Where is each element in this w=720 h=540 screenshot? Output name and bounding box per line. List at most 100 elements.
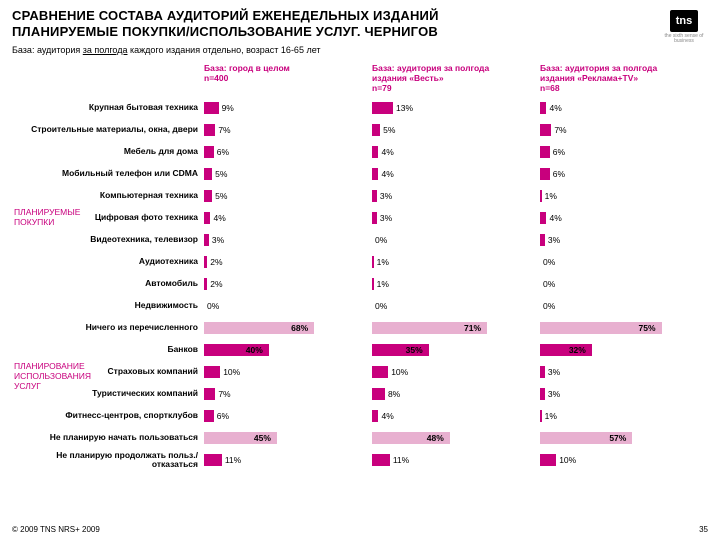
row-cells: 11% 11% 10% (204, 454, 708, 466)
bar-cell: 4% (540, 212, 708, 224)
bar-value: 4% (378, 147, 393, 157)
row-label: Банков (12, 345, 204, 354)
bar-value: 4% (546, 213, 561, 223)
bar-cell: 11% (204, 454, 372, 466)
group-label: ПЛАНИРОВАНИЕ ИСПОЛЬЗОВАНИЯ УСЛУГ (14, 361, 99, 392)
row-label: Крупная бытовая техника (12, 103, 204, 112)
tns-logo-box: tns (670, 10, 698, 32)
bar-value: 5% (212, 169, 227, 179)
bar-cell: 0% (204, 300, 372, 312)
col-header-0: База: город в целом n=400 (204, 63, 372, 98)
bar: 3% (372, 212, 377, 224)
chart-row: Ничего из перечисленного68%71%75% (12, 317, 708, 339)
chart-row: Строительные материалы, окна, двери 7% 5% 7… (12, 119, 708, 141)
bar: 7% (540, 124, 551, 136)
bar-value: 0% (204, 301, 219, 311)
header-spacer (12, 63, 204, 98)
bar: 6% (204, 410, 214, 422)
bar: 11% (372, 454, 390, 466)
row-label: Ничего из перечисленного (12, 323, 204, 332)
col-header-2-l2: издания «Реклама+TV» (540, 73, 638, 83)
bar: 3% (204, 234, 209, 246)
bar-value: 7% (215, 389, 230, 399)
chart-row: Мобильный телефон или CDMA5%4%6% (12, 163, 708, 185)
bar-value: 0% (540, 257, 555, 267)
bar-value: 7% (215, 125, 230, 135)
bar-value: 0% (540, 301, 555, 311)
bar: 5% (204, 168, 212, 180)
bar-cell: 11% (372, 454, 540, 466)
bar-value: 0% (540, 279, 555, 289)
bar-value: 71% (461, 323, 481, 333)
bar-value: 1% (542, 191, 557, 201)
bar-value: 2% (207, 257, 222, 267)
row-label: Строительные материалы, окна, двери (12, 125, 204, 134)
bar: 3% (372, 190, 377, 202)
bar-value: 6% (214, 147, 229, 157)
bar-cell: 35% (372, 344, 540, 356)
chart-row: Не планирую начать пользоваться45%48%57% (12, 427, 708, 449)
bar-cell: 0% (540, 256, 708, 268)
bar: 11% (204, 454, 222, 466)
row-cells: 4%3%4% (204, 212, 708, 224)
bar-value: 6% (550, 169, 565, 179)
bar: 9% (204, 102, 219, 114)
bar-cell: 5% (204, 168, 372, 180)
bar-cell: 10% (372, 366, 540, 378)
bar-value: 3% (545, 235, 560, 245)
bar-value: 57% (606, 433, 626, 443)
chart-row: Недвижимость0%0%0% (12, 295, 708, 317)
bar-cell: 1% (372, 256, 540, 268)
bar-value: 35% (403, 345, 423, 355)
bar-value: 48% (424, 433, 444, 443)
bar-cell: 5% (204, 190, 372, 202)
bar-cell: 10% (204, 366, 372, 378)
col-header-2: База: аудитория за полгода издания «Рекл… (540, 63, 708, 98)
bar: 7% (204, 388, 215, 400)
footer-copyright: © 2009 TNS NRS+ 2009 (12, 525, 100, 534)
bar: 5% (204, 190, 212, 202)
row-label: Не планирую продолжать польз./отказаться (12, 451, 204, 470)
tns-logo: tns the sixth sense of business (662, 10, 706, 44)
bar-value: 1% (374, 279, 389, 289)
bar: 8% (372, 388, 385, 400)
bar-value: 9% (219, 103, 234, 113)
row-cells: 45% 48% 57% (204, 432, 708, 444)
bar: 10% (372, 366, 388, 378)
bar-cell: 6% (540, 146, 708, 158)
bar-value: 68% (288, 323, 308, 333)
bar-cell: 6% (540, 168, 708, 180)
bar-cell: 45% (204, 432, 372, 444)
bar: 1% (540, 410, 542, 422)
row-cells: 5%4%6% (204, 168, 708, 180)
col-header-1: База: аудитория за полгода издания «Вест… (372, 63, 540, 98)
row-cells: 3%0%3% (204, 234, 708, 246)
bar: 1% (540, 190, 542, 202)
bar-cell: 13% (372, 102, 540, 114)
bar-value: 5% (380, 125, 395, 135)
group-label: ПЛАНИРУЕМЫЕ ПОКУПКИ (14, 207, 99, 227)
bar-cell: 9% (204, 102, 372, 114)
bar-cell: 3% (372, 212, 540, 224)
bar-cell: 32% (540, 344, 708, 356)
bar-cell: 57% (540, 432, 708, 444)
col-header-0-l1: База: город в целом (204, 63, 290, 73)
bar-cell: 40% (204, 344, 372, 356)
bar-cell: 1% (540, 190, 708, 202)
row-cells: 5% 3% 1% (204, 190, 708, 202)
bar-cell: 0% (540, 300, 708, 312)
bar: 6% (204, 146, 214, 158)
bar-value: 13% (393, 103, 413, 113)
bar-value: 3% (545, 367, 560, 377)
bar-cell: 10% (540, 454, 708, 466)
chart-row: Фитнесс-центров, спортклубов6%4%1% (12, 405, 708, 427)
page: tns the sixth sense of business СРАВНЕНИ… (0, 0, 720, 540)
tns-logo-tagline: the sixth sense of business (662, 34, 706, 44)
bar-value: 2% (207, 279, 222, 289)
subtitle-suffix: каждого издания отдельно, возраст 16-65 … (127, 45, 320, 55)
bar-value: 10% (220, 367, 240, 377)
bar-value: 8% (385, 389, 400, 399)
bar-value: 10% (556, 455, 576, 465)
row-cells: 9%13%4% (204, 102, 708, 114)
footer: © 2009 TNS NRS+ 2009 35 (12, 525, 708, 534)
